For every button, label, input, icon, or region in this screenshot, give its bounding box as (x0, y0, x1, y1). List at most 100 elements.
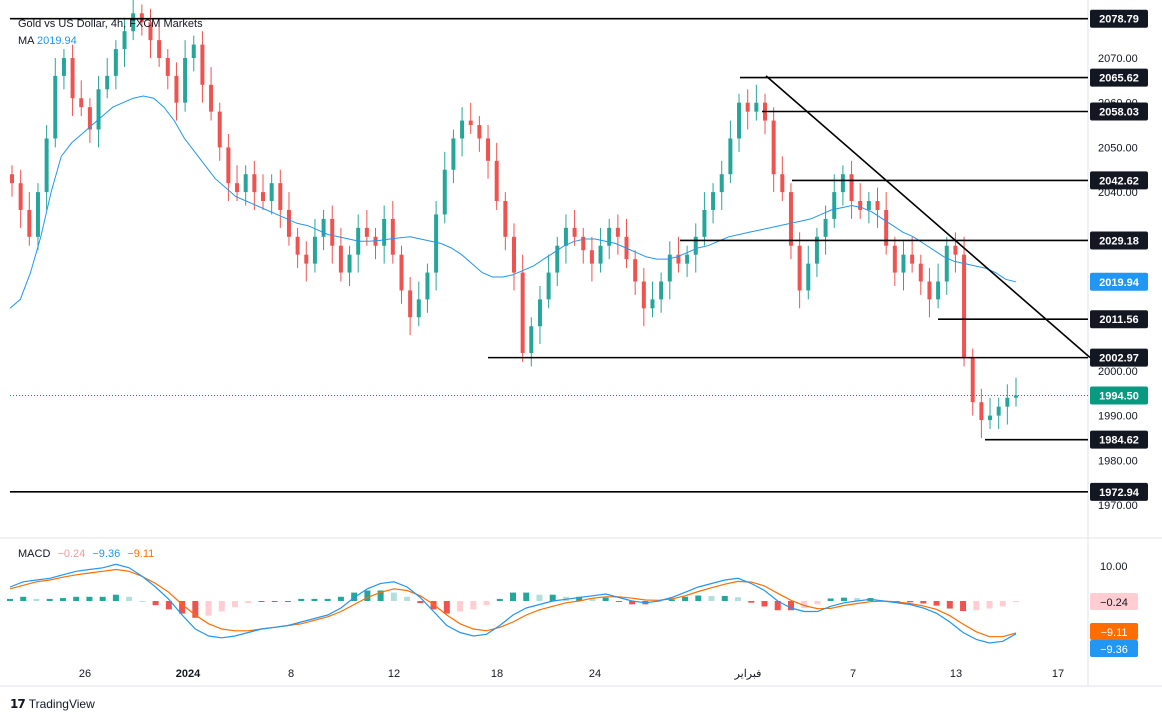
candle (356, 214, 361, 273)
candle (572, 209, 577, 246)
tradingview-footer[interactable]: 𝟭𝟳 TradingView (10, 697, 95, 711)
candle-body (814, 236, 819, 264)
macd-histogram-bar (774, 601, 781, 611)
level-label-bg (1090, 348, 1148, 367)
candle (191, 35, 196, 72)
candle (641, 268, 646, 327)
candle-body (486, 138, 491, 161)
candle-body (200, 44, 205, 85)
price-axis-tick: 1990.00 (1098, 411, 1138, 423)
candle (745, 89, 750, 130)
candle-body (702, 209, 707, 237)
level-label-bg (1090, 482, 1148, 501)
candle-body (563, 227, 568, 246)
candle-body (754, 102, 759, 112)
candle (304, 241, 309, 282)
candle (754, 84, 759, 121)
level-label: 2078.79 (1099, 14, 1139, 26)
macd-histogram-bar (112, 594, 119, 601)
level-label: 1984.62 (1099, 435, 1139, 447)
candle-body (745, 102, 750, 112)
level-label: 2011.56 (1099, 314, 1138, 326)
candle (685, 245, 690, 278)
candle-body (165, 58, 170, 76)
macd-histogram-bar (787, 601, 794, 611)
candle-body (70, 58, 75, 99)
macd-histogram-group (7, 590, 1019, 618)
level-label: 2065.62 (1099, 73, 1139, 85)
macd-histogram-bar (271, 601, 278, 602)
ma-label: MA (18, 35, 34, 47)
candle-body (676, 254, 681, 264)
candle (494, 142, 499, 210)
candle-body (10, 174, 14, 184)
trendline (765, 75, 1091, 359)
macd-histogram-bar (946, 601, 953, 609)
candle-body (425, 272, 430, 300)
macd-histogram-bar (523, 592, 530, 601)
symbol-legend: Gold vs US Dollar, 4h, FXCM Markets (18, 18, 203, 30)
level-label-bg (1090, 9, 1148, 28)
candle-body (35, 192, 40, 237)
candle-body (269, 183, 274, 202)
macd-histogram-bar (973, 601, 980, 611)
candle (918, 254, 923, 295)
macd-histogram-bar (920, 601, 927, 604)
candle-body (105, 75, 110, 90)
candle-body (693, 236, 698, 255)
candle (979, 388, 984, 438)
candle-body (667, 254, 672, 282)
level-label: 2042.62 (1099, 175, 1139, 187)
candle-body (979, 402, 984, 421)
candle (944, 236, 949, 295)
macd-histogram-bar (99, 596, 106, 601)
candle (235, 165, 240, 202)
candle-body (87, 107, 92, 130)
macd-histogram-bar (311, 598, 318, 601)
time-axis-tick: 2024 (176, 668, 201, 680)
candle (278, 169, 283, 228)
candle-body (408, 290, 413, 318)
price-axis-tick: 2040.00 (1098, 187, 1138, 199)
level-label: 2058.03 (1099, 107, 1139, 119)
candle-body (503, 201, 508, 237)
candle-body (910, 254, 915, 264)
macd-line-axis-label: −9.36 (1100, 644, 1128, 656)
candle-body (572, 227, 577, 237)
candle (581, 227, 586, 264)
price-axis-tick: 2000.00 (1098, 366, 1138, 378)
candle (858, 183, 863, 219)
candle-body (382, 218, 387, 246)
ma-axis-label-bg (1090, 272, 1148, 291)
candle (416, 281, 421, 327)
macd-histogram-bar (483, 601, 490, 606)
macd-histogram-bar (457, 601, 464, 612)
candle-body (806, 263, 811, 291)
candle-body (918, 263, 923, 282)
macd-signal-axis-label-bg (1090, 623, 1138, 640)
macd-histogram-bar (682, 596, 689, 601)
candle-body (235, 183, 240, 193)
candle-body (44, 138, 49, 193)
macd-histogram-bar (390, 592, 397, 601)
macd-histogram-bar (761, 601, 768, 607)
candle-body (330, 218, 335, 246)
candle (814, 227, 819, 278)
candle (728, 120, 733, 184)
candle-body (477, 125, 482, 139)
candle (520, 254, 525, 362)
macd-line-axis-label-bg (1090, 640, 1138, 657)
ma-line (9, 95, 1017, 309)
level-label-bg (1090, 68, 1148, 87)
candle-body (520, 272, 525, 354)
candles-group (10, 0, 1018, 438)
candle (53, 58, 58, 148)
macd-histogram-bar (827, 598, 834, 601)
macd-histogram-axis-label: −0.24 (1100, 597, 1128, 609)
candle (27, 192, 32, 246)
time-axis-tick: 17 (1052, 668, 1064, 680)
macd-histogram-bar (801, 601, 808, 609)
candle (711, 183, 716, 224)
